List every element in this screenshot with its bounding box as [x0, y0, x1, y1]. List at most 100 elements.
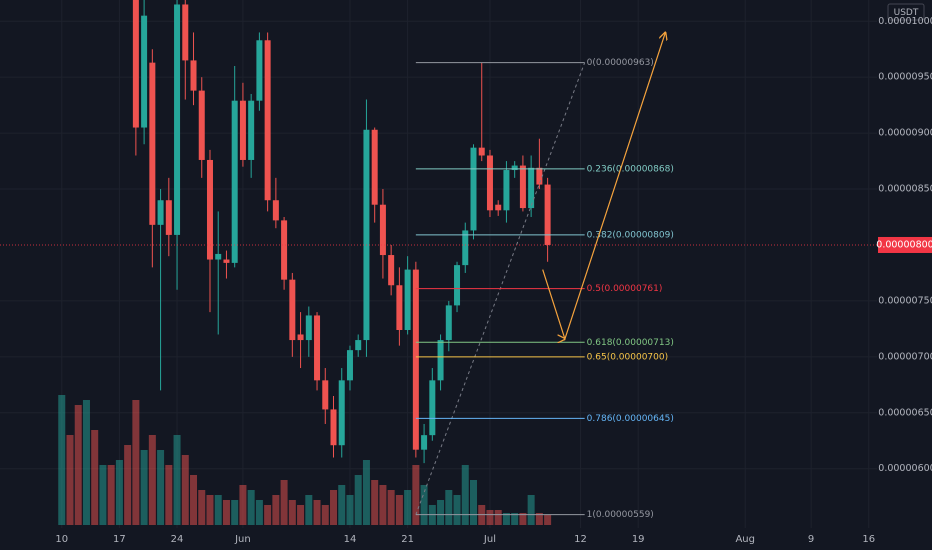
- x-tick-label: 24: [171, 534, 184, 545]
- volume-bar: [346, 495, 354, 525]
- volume-bar: [305, 495, 313, 525]
- volume-bar: [321, 505, 329, 525]
- y-tick-label: 0.00000850: [878, 184, 932, 195]
- candle-body: [462, 230, 469, 266]
- candle-body: [454, 265, 461, 306]
- y-tick-label: 0.00000950: [878, 72, 932, 83]
- volume-bar: [91, 430, 99, 525]
- y-tick-label: 0.00001000: [878, 16, 932, 27]
- candle-body: [363, 129, 370, 341]
- candle-body: [396, 285, 403, 330]
- volume-bar: [280, 480, 288, 525]
- volume-bar: [231, 500, 239, 525]
- volume-bar: [239, 485, 247, 525]
- candle-body: [305, 315, 312, 341]
- last-price-box: [878, 236, 932, 253]
- candle-body: [338, 380, 345, 446]
- x-tick-label: Aug: [735, 534, 755, 545]
- x-tick-label: 14: [344, 534, 357, 545]
- volume-bar: [206, 495, 214, 525]
- volume-bar: [461, 465, 469, 525]
- volume-bar: [247, 490, 255, 525]
- fib-label: 0.5(0.00000761): [587, 284, 663, 294]
- candle-body: [256, 40, 263, 101]
- x-tick-label: Jul: [483, 534, 496, 545]
- volume-bar: [313, 500, 321, 525]
- candle-body: [519, 165, 526, 209]
- candle-body: [404, 269, 411, 330]
- candle-body: [165, 200, 172, 235]
- y-tick-label: 0.00000900: [878, 128, 932, 139]
- candle-body: [190, 60, 197, 91]
- volume-bar: [58, 395, 66, 525]
- volume-bar: [222, 500, 230, 525]
- plot-area: 0(0.00000963)0.236(0.00000868)0.382(0.00…: [0, 0, 877, 525]
- candle-body: [346, 350, 353, 381]
- volume-bar: [469, 480, 477, 525]
- volume-bar: [140, 450, 148, 525]
- volume-bar: [330, 490, 338, 525]
- candle-body: [536, 167, 543, 185]
- volume-bar: [502, 513, 510, 525]
- candle-body: [174, 4, 181, 235]
- unit-box: [887, 3, 925, 21]
- y-tick-label: 0.00000600: [878, 463, 932, 474]
- candle-body: [314, 315, 321, 381]
- candle-body: [330, 409, 337, 446]
- unit-label: USDT: [894, 8, 919, 18]
- candle-body: [248, 100, 255, 160]
- x-tick-label: 10: [55, 534, 68, 545]
- candle-body: [412, 269, 419, 450]
- x-tick-label: 9: [808, 534, 814, 545]
- volume-bar: [181, 455, 189, 525]
- candle-body: [272, 200, 279, 221]
- volume-bar: [288, 500, 296, 525]
- candle-body: [182, 4, 189, 61]
- candle-body: [429, 380, 436, 436]
- volume-bar: [486, 510, 494, 525]
- volume-bar: [362, 460, 370, 525]
- y-tick-label: 0.00000700: [878, 351, 932, 362]
- candle-body: [231, 100, 238, 263]
- candle-body: [264, 40, 271, 201]
- volume-bar: [124, 445, 132, 525]
- volume-bar: [148, 435, 156, 525]
- volume-bar: [173, 435, 181, 525]
- volume-bar: [297, 505, 305, 525]
- candle-body: [478, 147, 485, 156]
- candle-body: [486, 155, 493, 211]
- candle-body: [157, 200, 164, 225]
- volume-bar: [535, 513, 543, 525]
- volume-bar: [371, 480, 379, 525]
- volume-bar: [264, 505, 272, 525]
- candle-body: [528, 167, 535, 209]
- fib-label: 0.786(0.00000645): [587, 414, 674, 424]
- candle-body: [322, 380, 329, 410]
- volume-bar: [395, 495, 403, 525]
- volume-bar: [511, 513, 519, 525]
- volume-bar: [354, 475, 362, 525]
- candle-body: [421, 435, 428, 450]
- candle-body: [371, 129, 378, 205]
- candle-body: [495, 204, 502, 211]
- candle-body: [206, 159, 213, 260]
- volume-bar: [255, 500, 263, 525]
- volume-bar: [404, 490, 412, 525]
- volume-bar: [437, 500, 445, 525]
- volume-bar: [107, 465, 115, 525]
- y-tick-label: 0.00000750: [878, 295, 932, 306]
- candle-body: [215, 253, 222, 260]
- axes: USDT 0.00001000 0.00000950 0.00000900 0.000…: [55, 3, 932, 545]
- candle-body: [511, 165, 518, 171]
- fib-label: 0.618(0.00000713): [587, 338, 674, 348]
- candle-body: [445, 305, 452, 341]
- volume-bar: [379, 485, 387, 525]
- projection-path: [542, 32, 666, 339]
- candle-body: [544, 184, 551, 245]
- volume-bar: [82, 400, 90, 525]
- volume-bar: [527, 495, 535, 525]
- volume-bar: [99, 465, 107, 525]
- volume-bar: [519, 513, 527, 525]
- x-tick-label: Jun: [234, 534, 251, 545]
